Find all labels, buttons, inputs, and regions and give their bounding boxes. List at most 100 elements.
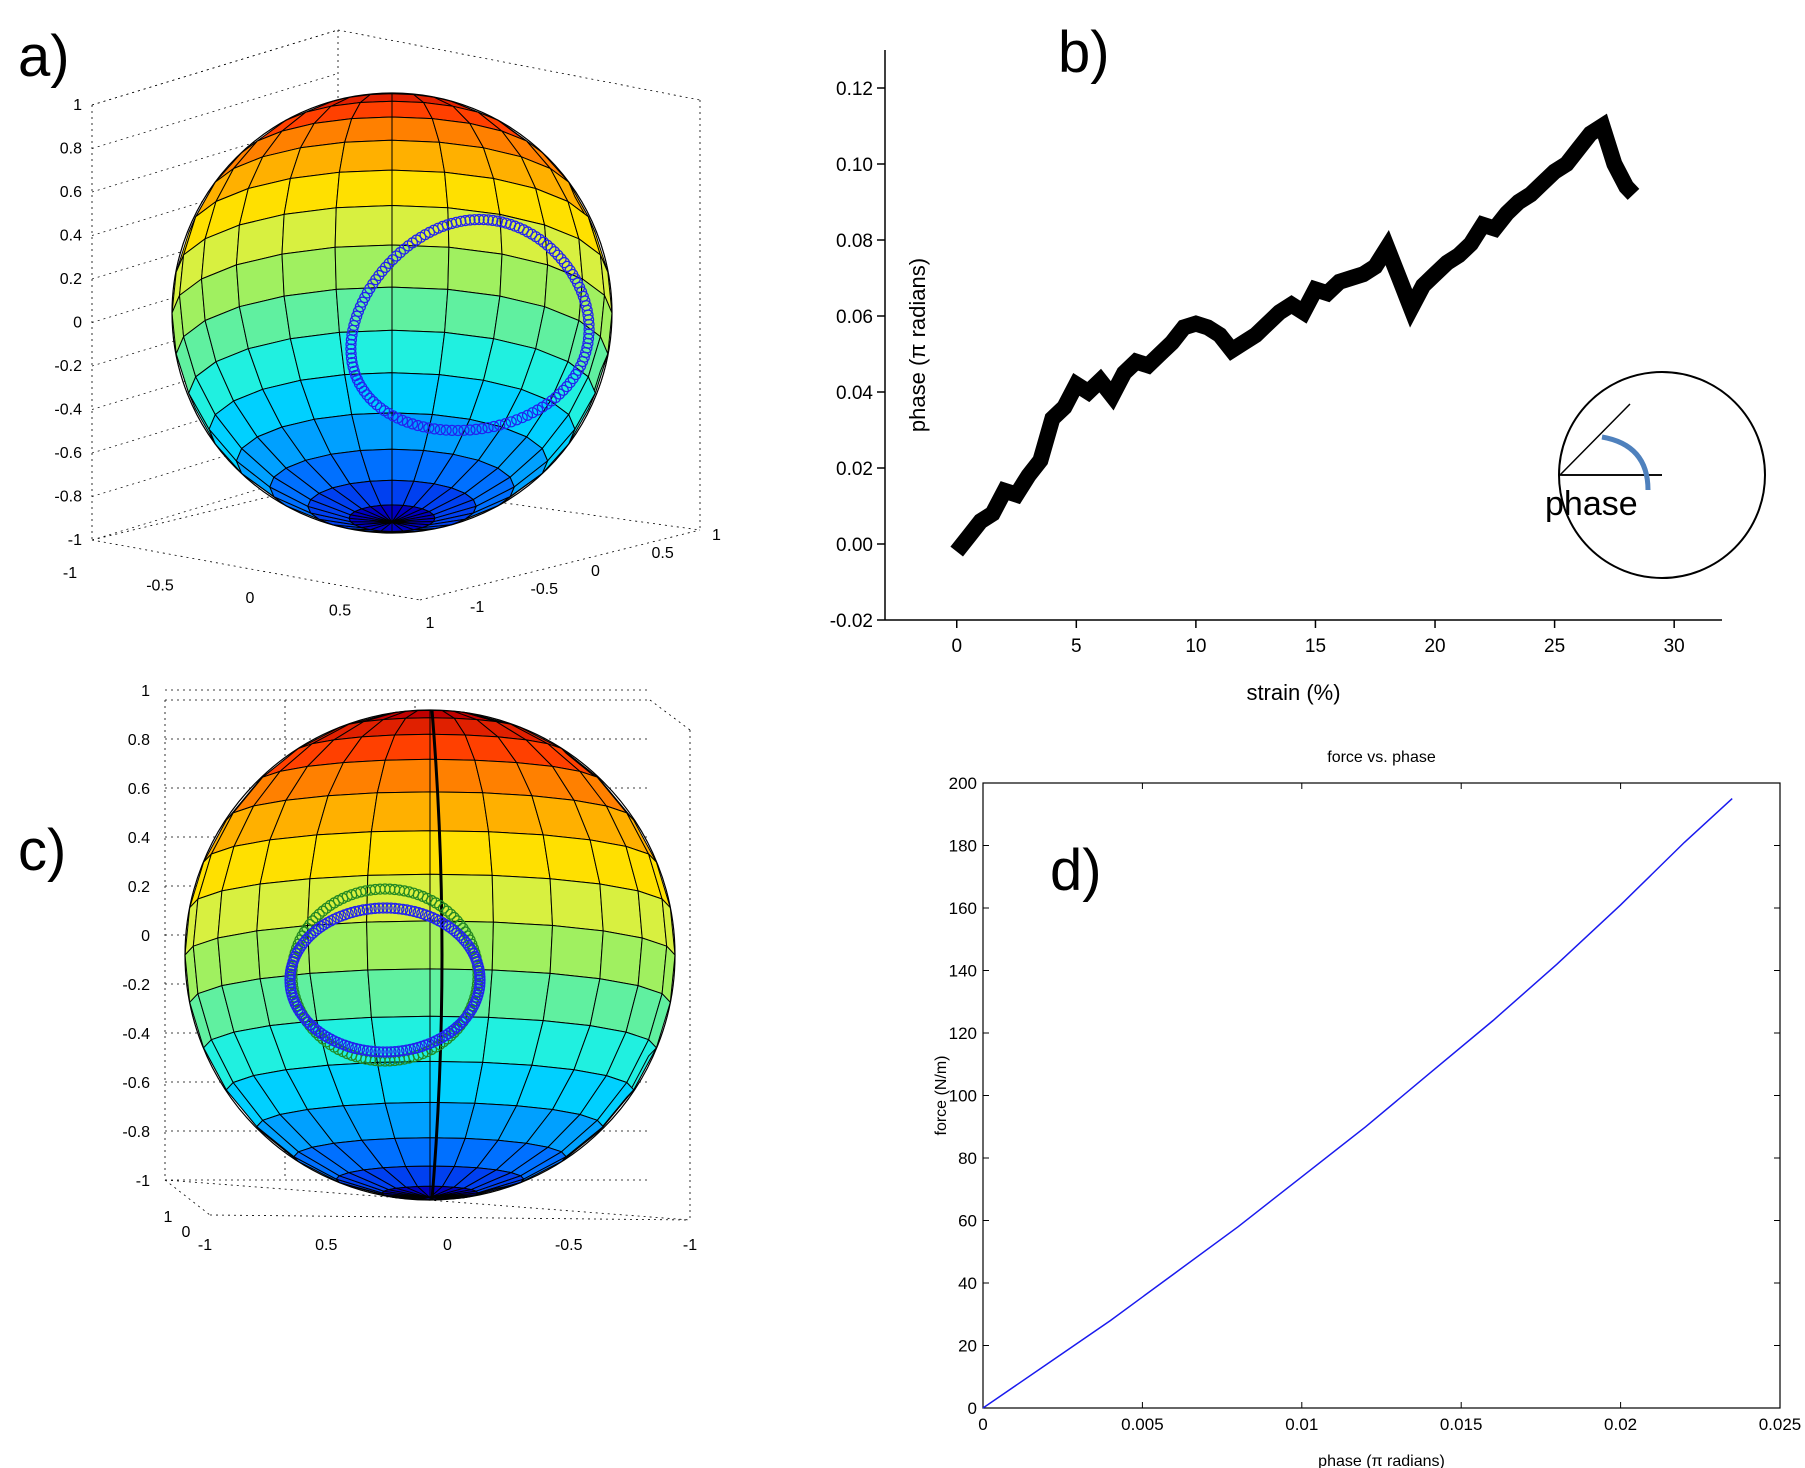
trajectory-point [469,214,481,226]
trajectory-point [505,416,517,428]
trajectory-point-blue [445,1025,458,1038]
x-tick-label: 15 [1305,636,1326,657]
trajectory-point-blue [440,918,452,931]
trajectory-point-blue [397,903,409,915]
z-tick-label: -0.6 [122,1075,150,1092]
x-tick-label: 25 [1544,636,1565,657]
x-tick-label: 5 [1071,636,1082,657]
x-axis-label: strain (%) [1246,680,1340,705]
trajectory-point-blue [312,922,325,935]
inset-phase-label: phase [1545,485,1638,523]
trajectory-point-blue [373,1046,385,1058]
trajectory-point [458,424,470,436]
trajectory-point [581,304,593,316]
c-sphere-patch [416,1185,431,1199]
z-grid-line [91,290,339,367]
trajectory-point [553,388,566,400]
x-tick-label: 10 [1185,636,1206,657]
trajectory-point [351,310,363,322]
trajectory-point [346,357,358,369]
a-sphere-patch [281,207,337,255]
y-tick-label: 120 [949,1024,977,1043]
z-tick-label: 0.4 [60,228,82,245]
trajectory-point-blue [401,1044,413,1056]
z-tick-label: 0.4 [128,830,150,847]
z-grid-line [91,247,339,323]
c-sphere-patch [491,921,554,974]
x-tick-label: 0 [978,1415,987,1434]
trajectory-point [464,424,476,436]
z-grid-line [91,334,339,410]
z-grid-line [91,73,339,149]
chart-title: force vs. phase [1327,749,1436,766]
trajectory-point [361,389,373,401]
trajectory-point [455,215,467,227]
axis-box-line [209,1214,691,1221]
trajectory-point-green [445,908,457,920]
trajectory-point-blue [397,1045,409,1057]
z-grid-line [91,377,339,454]
trajectory-point-blue [389,1045,401,1058]
panel-label-a: a) [18,24,70,89]
c-sphere-patch [256,878,311,932]
trajectory-point-green [451,915,463,927]
trajectory-point [367,396,379,408]
trajectory-point [511,414,523,426]
trajectory-point-green [313,1030,325,1042]
trajectory-point-green [434,899,446,912]
trajectory-point [555,253,567,265]
trajectory-point-blue [284,974,296,986]
y-axis-label: phase (π radians) [905,258,930,432]
c-sphere-patch [367,830,431,876]
trajectory-point-blue [385,902,397,914]
y-tick-label: 20 [958,1337,977,1356]
axis-box-line [164,1179,691,1221]
x-tick-label: 0 [443,1237,452,1254]
trajectory-point-blue [393,903,405,915]
c-sphere-patch [599,930,643,987]
z-tick-label: -0.4 [54,402,82,419]
trajectory-point-blue [443,1027,455,1040]
y-tick-label: 80 [958,1149,977,1168]
a-sphere-patch [289,331,346,381]
trajectory-point [470,423,482,435]
c-trajectories [284,883,486,1067]
x-tick-label: 0.005 [1121,1415,1164,1434]
c-meridian [430,709,444,1201]
trajectory-point-green [310,911,322,924]
trajectory-point [564,377,576,389]
trajectory-point-green [307,915,319,927]
z-grid-line [91,203,339,280]
phase-strain-chart: -0.02 0.00 0.02 0.04 0.06 0.08 0.10 0.12 0 5 10 15 2… [830,50,1722,705]
trajectory-point [406,418,419,430]
trajectory-point [345,348,357,360]
c-sphere-patch [488,969,551,1022]
y-tick-label: 140 [949,962,977,981]
trajectory-point [482,422,494,434]
trajectory-point [423,422,435,434]
trajectory-point [516,412,528,424]
axis-box-line [419,529,701,601]
trajectory-point [561,381,573,393]
phase-inset: phase [1545,371,1766,579]
trajectory-point [452,424,464,437]
trajectory-point-blue [474,968,486,980]
c-sphere-patch [309,831,372,880]
c-sphere-patch [376,1060,431,1104]
trajectory-point-blue [294,1006,306,1018]
trajectory-point-blue [315,920,327,933]
z-tick-label: 0.8 [128,732,150,749]
inset-radius-angled [1559,403,1631,476]
trajectory-point-blue [385,1046,397,1058]
trajectory-point [558,257,570,269]
axis-box-line [649,699,691,731]
trajectory-point-blue [443,920,455,933]
x-axis-label: phase (π radians) [1318,1453,1445,1468]
c-sphere-patch [549,878,604,932]
x-tick-label: 0 [951,636,962,657]
z-grid-line [91,464,339,541]
y-tick-label: 1 [712,527,721,544]
y-tick-label: 60 [958,1212,977,1231]
z-tick-label: 0.6 [128,781,150,798]
y-tick-label: 0 [591,563,600,580]
